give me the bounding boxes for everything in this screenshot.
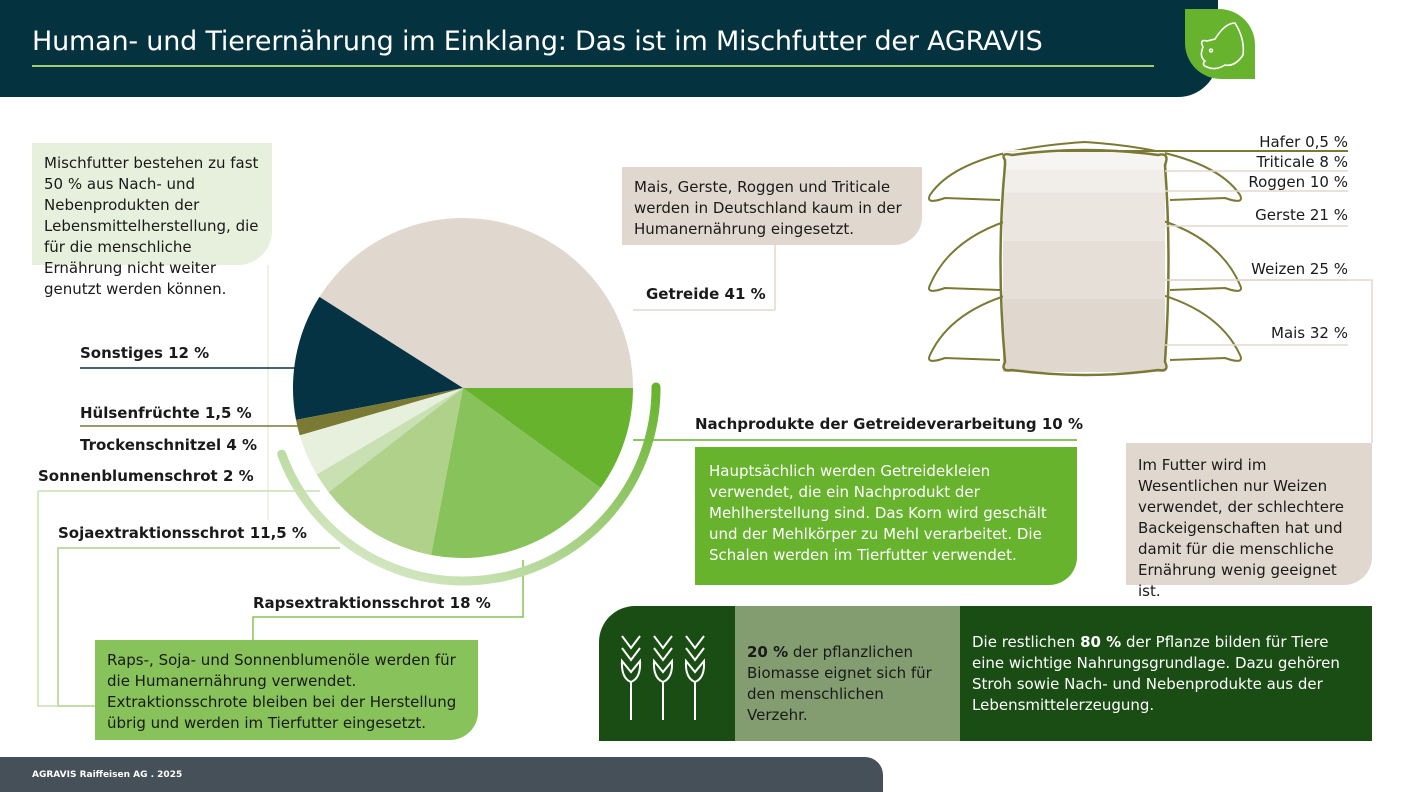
pie-slice-getreide	[319, 217, 633, 388]
label-sonstiges: Sonstiges 12 %	[80, 344, 210, 362]
leader-line	[37, 491, 58, 707]
leader-line	[252, 560, 524, 640]
oil-textbox: Raps-, Soja- und Sonnenblumenöle werden …	[95, 640, 478, 740]
page-title: Human- und Tierernährung im Einklang: Da…	[32, 26, 1043, 57]
label-roggen: Roggen 10 %	[1248, 173, 1348, 191]
footer-text: AGRAVIS Raiffeisen AG . 2025	[32, 770, 183, 780]
header-bar	[0, 0, 1218, 97]
sack-outline	[928, 140, 1242, 202]
text-20: der pflanzlichen Biomasse eignet sich fü…	[747, 643, 932, 724]
biomass-20-text: 20 % der pflanzlichen Biomasse eignet si…	[735, 606, 960, 741]
text-80: der Pflanze bilden für Tiere eine wichti…	[972, 633, 1340, 714]
value-20: 20 %	[747, 643, 789, 661]
pie-slice-hülsenfrüchte	[296, 388, 463, 436]
footer-bar	[0, 757, 883, 792]
bran-textbox: Hauptsächlich werden Getreidekleien verw…	[695, 447, 1077, 585]
pig-head-icon	[1185, 9, 1255, 79]
label-raps: Rapsextraktionsschrot 18 %	[253, 594, 491, 612]
label-soja: Sojaextraktionsschrot 11,5 %	[58, 524, 307, 542]
sack-band-gerste	[1003, 192, 1165, 241]
sack-band-mais	[1003, 298, 1165, 372]
pre-80: Die restlichen	[972, 633, 1081, 651]
pie-slice-sonnenblumenschrot	[316, 388, 463, 493]
label-triticale: Triticale 8 %	[1256, 153, 1348, 171]
label-weizen: Weizen 25 %	[1251, 260, 1348, 278]
leader-line	[1165, 279, 1373, 443]
pie-slice-sojaextraktionsschrot	[328, 388, 463, 555]
sack-band-roggen	[1003, 169, 1165, 193]
pie-slice-trockenschnitzel	[299, 388, 463, 475]
pie-slice-nachprodukte-der-getreideverarbeitung	[463, 388, 633, 488]
label-getreide: Getreide 41 %	[646, 285, 766, 303]
pie-slice-rapsextraktionsschrot	[431, 388, 601, 558]
biomass-80-text: Die restlichen 80 % der Pflanze bilden f…	[960, 606, 1372, 741]
label-sonnenblumenschrot: Sonnenblumenschrot 2 %	[38, 467, 254, 485]
label-mais: Mais 32 %	[1271, 324, 1348, 342]
label-trockenschnitzel: Trockenschnitzel 4 %	[80, 436, 258, 454]
intro-textbox: Mischfutter bestehen zu fast 50 % aus Na…	[32, 143, 272, 298]
pie-slice-sonstiges	[293, 296, 463, 420]
label-nachprodukte: Nachprodukte der Getreideverarbeitung 10…	[695, 415, 1083, 433]
label-hafer: Hafer 0,5 %	[1259, 133, 1348, 151]
sack-band-triticale	[1003, 151, 1165, 170]
pie-outer-ring	[277, 382, 661, 586]
sack-band-weizen	[1003, 240, 1165, 299]
cereal-textbox: Mais, Gerste, Roggen und Triticale werde…	[622, 167, 922, 245]
label-gerste: Gerste 21 %	[1255, 206, 1348, 224]
wheat-ears-icon	[599, 606, 735, 741]
value-80: 80 %	[1080, 633, 1122, 651]
wheat-textbox: Im Futter wird im Wesentlichen nur Weize…	[1126, 443, 1372, 600]
title-underline	[32, 65, 1154, 67]
leader-line	[57, 547, 340, 707]
label-huelsenfruechte: Hülsenfrüchte 1,5 %	[80, 404, 252, 422]
